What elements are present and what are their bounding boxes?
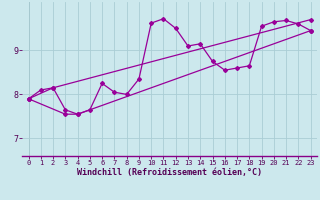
X-axis label: Windchill (Refroidissement éolien,°C): Windchill (Refroidissement éolien,°C): [77, 168, 262, 177]
